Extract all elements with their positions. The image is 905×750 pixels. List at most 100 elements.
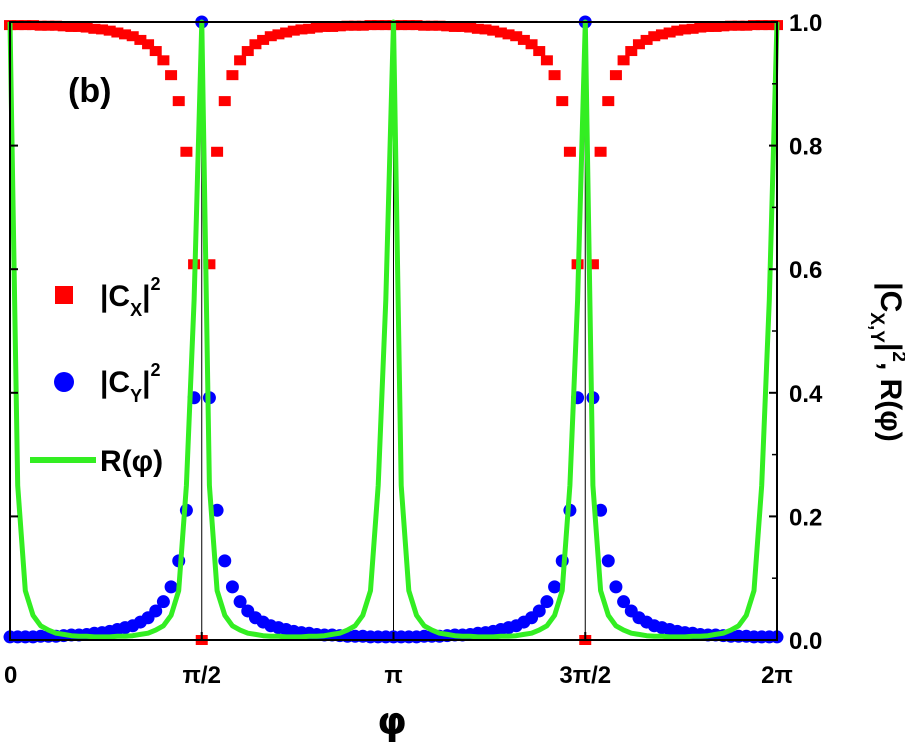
x-tick-label: 3π/2 bbox=[559, 662, 611, 689]
data-point-cx bbox=[203, 259, 216, 270]
data-point-cx bbox=[448, 21, 461, 32]
data-point-cx bbox=[632, 39, 645, 50]
data-point-cx bbox=[418, 20, 431, 31]
data-point-cx bbox=[80, 22, 93, 33]
data-point-cx bbox=[494, 27, 507, 38]
data-point-cx bbox=[372, 20, 385, 31]
x-tick-label: 0 bbox=[4, 662, 17, 689]
data-point-cx bbox=[625, 46, 638, 57]
legend: |CX|2 |CY|2 R(φ) bbox=[30, 274, 163, 478]
data-point-cy bbox=[548, 580, 562, 594]
svg-text:|CX|2: |CX|2 bbox=[100, 274, 161, 320]
data-point-cy bbox=[532, 604, 546, 618]
data-point-cy bbox=[164, 580, 178, 594]
panel-label: (b) bbox=[68, 72, 111, 110]
data-point-cx bbox=[65, 21, 78, 32]
data-point-cx bbox=[180, 146, 193, 157]
data-point-cx bbox=[586, 259, 599, 270]
data-point-cx bbox=[295, 24, 308, 35]
data-point-cy bbox=[156, 595, 170, 609]
data-point-cx bbox=[471, 23, 484, 34]
data-point-cx bbox=[732, 20, 745, 31]
data-point-cx bbox=[510, 31, 523, 42]
legend-marker-cy bbox=[54, 372, 74, 392]
data-point-cx bbox=[556, 96, 569, 107]
data-point-cx bbox=[73, 21, 86, 32]
data-point-cy bbox=[540, 595, 554, 609]
data-point-cx bbox=[326, 21, 339, 32]
legend-entry-r: R(φ) bbox=[30, 445, 163, 478]
data-point-cx bbox=[264, 31, 277, 42]
data-point-cx bbox=[464, 22, 477, 33]
data-point-cx bbox=[747, 20, 760, 31]
data-point-cx bbox=[602, 96, 615, 107]
data-point-cx bbox=[218, 96, 231, 107]
data-point-cx bbox=[755, 20, 768, 31]
data-point-cx bbox=[655, 29, 668, 40]
data-point-cx bbox=[441, 21, 454, 32]
data-point-cx bbox=[678, 24, 691, 35]
plot-area bbox=[3, 15, 784, 645]
legend-label-cy: |C bbox=[100, 366, 130, 399]
data-point-cx bbox=[111, 27, 124, 38]
data-point-cx bbox=[303, 23, 316, 34]
legend-marker-cx bbox=[55, 286, 73, 304]
data-point-cx bbox=[379, 20, 392, 31]
data-point-cy bbox=[601, 554, 615, 568]
data-point-cx bbox=[740, 20, 753, 31]
data-point-cx bbox=[11, 20, 24, 31]
data-point-cx bbox=[157, 55, 170, 66]
data-point-cx bbox=[211, 146, 224, 157]
data-point-cy bbox=[218, 554, 232, 568]
data-point-cx bbox=[686, 23, 699, 34]
data-point-cx bbox=[479, 24, 492, 35]
data-point-cx bbox=[27, 20, 40, 31]
y-tick-label: 0.6 bbox=[789, 257, 822, 284]
data-point-cx bbox=[502, 29, 515, 40]
y-tick-label: 0.0 bbox=[789, 628, 822, 655]
x-tick-label: 2π bbox=[761, 662, 793, 689]
y-axis-label: |CX,Y|2, R(φ) bbox=[866, 282, 905, 441]
legend-entry-cy: |CY|2 bbox=[54, 360, 161, 406]
data-point-cx bbox=[540, 55, 553, 66]
data-point-cx bbox=[525, 39, 538, 50]
data-point-cx bbox=[701, 21, 714, 32]
data-point-cx bbox=[272, 29, 285, 40]
data-point-cx bbox=[287, 25, 300, 36]
data-point-cx bbox=[709, 21, 722, 32]
data-point-cx bbox=[395, 20, 408, 31]
data-point-cx bbox=[594, 146, 607, 157]
y-tick-label: 0.2 bbox=[789, 504, 822, 531]
data-point-cx bbox=[103, 25, 116, 36]
data-point-cx bbox=[609, 70, 622, 81]
data-point-cx bbox=[648, 31, 661, 42]
data-point-cx bbox=[280, 27, 293, 38]
data-point-cx bbox=[640, 34, 653, 45]
data-point-cy bbox=[225, 580, 239, 594]
data-point-cx bbox=[671, 25, 684, 36]
svg-text:|CX,Y|2, R(φ): |CX,Y|2, R(φ) bbox=[866, 282, 905, 441]
data-point-cx bbox=[402, 20, 415, 31]
data-point-cx bbox=[349, 20, 362, 31]
data-point-cx bbox=[763, 20, 776, 31]
data-point-cx bbox=[533, 46, 546, 57]
data-point-cx bbox=[234, 55, 247, 66]
data-point-cx bbox=[19, 20, 32, 31]
data-point-cy bbox=[609, 580, 623, 594]
legend-entry-cx: |CX|2 bbox=[55, 274, 161, 320]
data-point-cx bbox=[142, 39, 155, 50]
data-point-cx bbox=[341, 20, 354, 31]
data-point-cx bbox=[310, 22, 323, 33]
y-tick-label: 0.4 bbox=[789, 381, 823, 408]
data-point-cx bbox=[456, 21, 469, 32]
x-axis: 0 π/2 π 3π/2 2π bbox=[4, 632, 793, 689]
data-point-cx bbox=[96, 24, 109, 35]
data-point-cx bbox=[57, 21, 70, 32]
data-point-cy bbox=[617, 595, 631, 609]
data-point-cx bbox=[134, 34, 147, 45]
data-point-cx bbox=[249, 39, 262, 50]
data-point-cx bbox=[42, 20, 55, 31]
legend-label-cx: |C bbox=[100, 280, 130, 313]
data-point-cx bbox=[425, 20, 438, 31]
